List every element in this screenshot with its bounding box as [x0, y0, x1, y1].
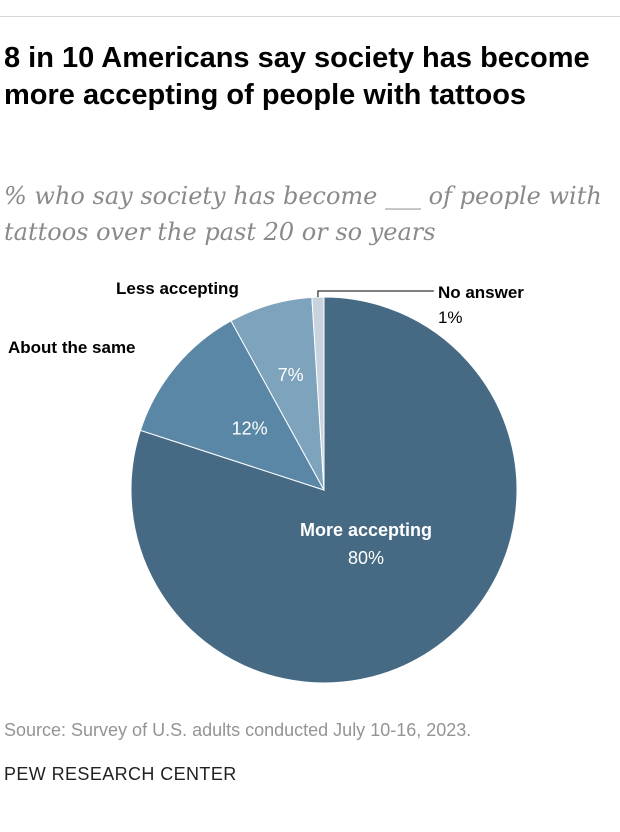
slice-label-about-the-same: About the same [8, 338, 136, 357]
slice-value-about-the-same: 12% [232, 418, 268, 438]
top-rule [0, 16, 620, 17]
pie-labels: More accepting 80% 12% About the same 7% Less… [8, 279, 524, 568]
pie-slices [130, 296, 518, 684]
chart-title: 8 in 10 Americans say society has become… [4, 42, 590, 111]
slice-label-more-accepting: More accepting [300, 520, 432, 540]
pie-slice-about-the-same [139, 320, 326, 491]
slice-label-less-accepting: Less accepting [116, 279, 239, 298]
leader-line-no-answer [317, 290, 434, 298]
slice-value-no-answer: 1% [438, 308, 463, 327]
pie-chart: More accepting 80% 12% About the same 7% Less… [8, 279, 524, 684]
slice-value-more-accepting: 80% [348, 548, 384, 568]
source-note: Source: Survey of U.S. adults conducted … [4, 720, 472, 740]
slice-label-no-answer: No answer [438, 283, 524, 302]
chart-subtitle: % who say society has become ___ of peop… [4, 182, 602, 246]
brand-label: PEW RESEARCH CENTER [4, 764, 237, 784]
slice-value-less-accepting: 7% [278, 365, 304, 385]
